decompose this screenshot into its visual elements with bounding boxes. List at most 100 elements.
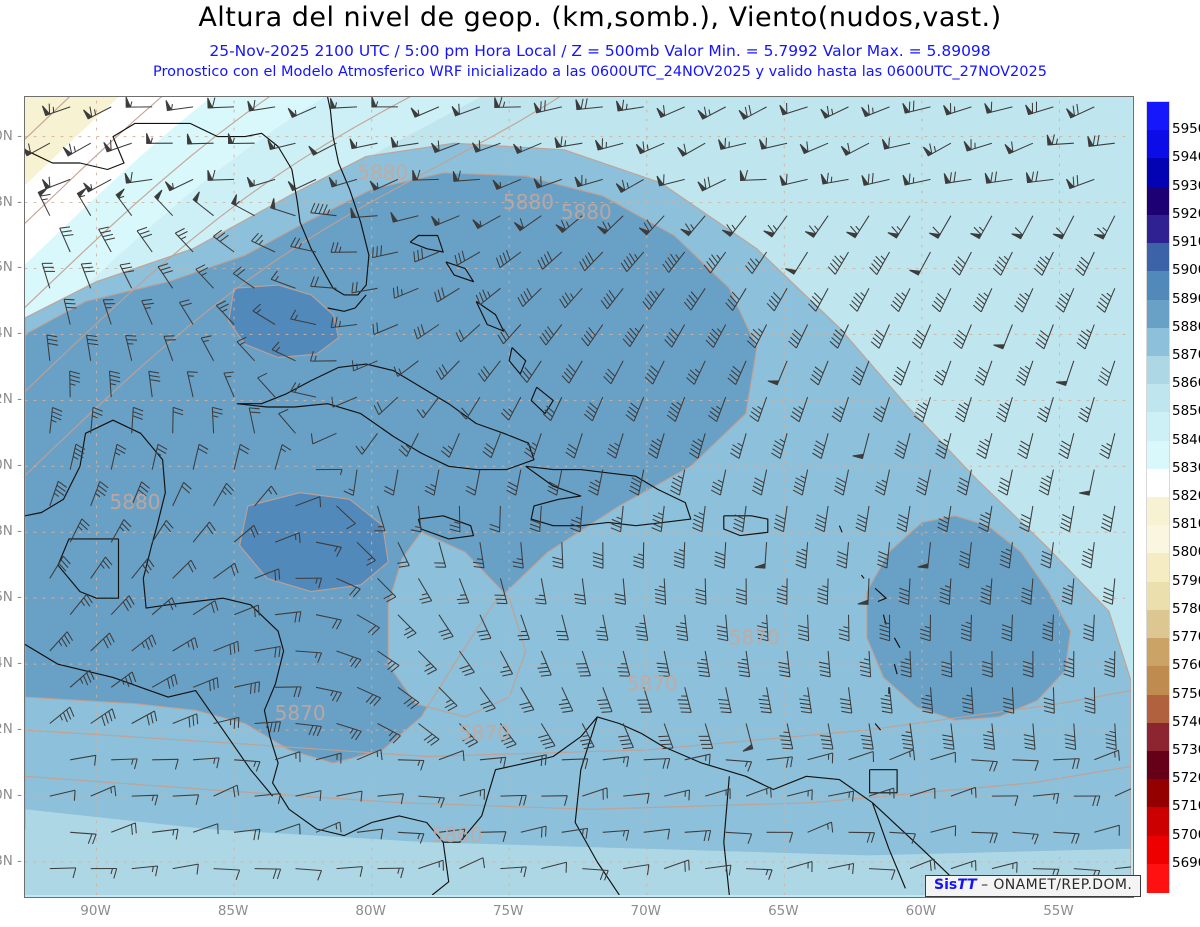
wind-barb: [951, 251, 972, 276]
wind-barb: [980, 578, 993, 605]
map-shaded-region: [228, 285, 339, 358]
wind-barb: [85, 334, 99, 361]
wind-barb: [192, 521, 216, 543]
wind-barb: [213, 784, 240, 798]
wind-barb: [991, 795, 1019, 807]
wind-barb: [454, 250, 481, 266]
wind-barb: [684, 753, 711, 765]
colorbar-tick-label: 5750: [1172, 685, 1200, 702]
wind-barb: [449, 505, 461, 533]
wind-barb: [817, 578, 829, 605]
wind-barb: [110, 519, 132, 543]
wind-barb: [1066, 103, 1095, 119]
wind-barb: [1036, 396, 1054, 423]
contour-label: 5870: [729, 625, 780, 649]
wind-barb: [254, 868, 282, 880]
wind-barb: [644, 360, 665, 385]
wind-barb: [909, 251, 931, 276]
wind-barb: [417, 578, 433, 604]
wind-barb: [212, 229, 235, 253]
wind-barb: [779, 173, 808, 186]
wind-barb: [651, 505, 665, 533]
wind-barb: [172, 637, 199, 652]
map-plot-area[interactable]: 5880 5880 5880 5880 5870 5870 5870 5870 5860: [24, 96, 1134, 898]
wind-barb: [230, 194, 255, 217]
wind-barb: [1102, 578, 1116, 605]
wind-barb: [254, 721, 282, 733]
wind-barb: [330, 242, 358, 253]
wind-barb: [349, 138, 378, 150]
wind-barb: [413, 248, 440, 263]
wind-barb: [954, 396, 972, 423]
wind-barb: [579, 723, 595, 750]
map-shaded-region: [239, 492, 389, 592]
wind-barb: [635, 614, 649, 641]
wind-barb: [373, 396, 399, 416]
wind-barb: [1059, 505, 1075, 532]
wind-barb: [574, 174, 603, 188]
wind-barb-layer: [25, 97, 1131, 881]
wind-barb: [1017, 433, 1034, 460]
wind-barb: [582, 868, 609, 881]
wind-barb: [494, 97, 521, 108]
wind-barb: [351, 281, 378, 294]
wind-barb: [721, 215, 747, 237]
wind-barb: [336, 722, 362, 741]
wind-barb: [828, 790, 855, 802]
wind-barb: [90, 708, 116, 727]
wind-barb: [738, 104, 767, 120]
wind-barb: [131, 557, 155, 579]
wind-barb: [1002, 687, 1015, 714]
wind-barb: [766, 831, 794, 843]
colorbar-swatch: [1147, 666, 1169, 696]
wind-barb: [776, 578, 788, 605]
wind-barb: [356, 614, 380, 636]
wind-barb: [703, 251, 727, 274]
wind-barb: [290, 309, 317, 326]
wind-barb: [192, 600, 219, 616]
wind-barb: [418, 650, 438, 675]
colorbar[interactable]: [1146, 101, 1170, 893]
wind-barb: [69, 370, 81, 398]
wind-barb: [215, 300, 235, 325]
wind-barb: [418, 723, 440, 746]
wind-barb: [41, 103, 71, 117]
wind-barb: [270, 198, 296, 217]
wind-barb: [477, 360, 501, 382]
wind-barb: [737, 650, 751, 678]
colorbar-tick-label: 5930: [1172, 177, 1200, 194]
wind-barb: [233, 681, 261, 695]
map-shaded-region: [25, 97, 481, 430]
wind-barb: [917, 542, 932, 569]
wind-barb: [372, 322, 399, 335]
wind-barb: [393, 360, 419, 377]
map-shaded-region: [25, 97, 119, 186]
wind-barb: [1043, 687, 1055, 714]
map-line: [25, 97, 270, 309]
wind-barb: [582, 787, 608, 800]
wind-barb: [861, 104, 890, 118]
wind-barb: [656, 174, 685, 187]
wind-barb: [874, 469, 891, 496]
wind-barb: [868, 868, 896, 880]
wind-barb: [872, 396, 891, 423]
wind-barb: [637, 687, 653, 713]
contour-label: 5870: [627, 672, 678, 696]
wind-barb: [555, 614, 569, 641]
wind-barb: [852, 433, 870, 460]
wind-barb: [552, 542, 564, 569]
wind-barb: [725, 288, 747, 311]
wind-barb: [234, 828, 261, 841]
wind-barb: [877, 542, 891, 569]
wind-barb: [861, 172, 890, 186]
wind-barb: [1097, 360, 1116, 386]
wind-barb: [705, 788, 731, 800]
colorbar-swatch: [1147, 355, 1169, 385]
wind-barb: [69, 594, 93, 616]
x-tick-label: 75W: [492, 903, 524, 919]
wind-barb: [374, 505, 386, 532]
wind-barb: [331, 396, 358, 408]
colorbar-tick-label: 5820: [1172, 488, 1200, 504]
contour-label: 5880: [561, 200, 612, 224]
wind-barb: [458, 650, 475, 676]
